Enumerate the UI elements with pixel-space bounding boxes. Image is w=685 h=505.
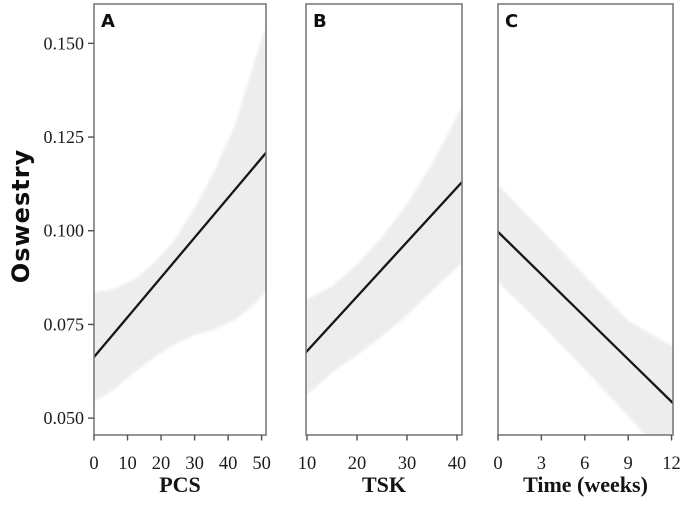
panel-plot-area <box>94 26 266 403</box>
x-tick-label: 20 <box>348 454 367 474</box>
x-tick-label: 6 <box>580 454 589 474</box>
x-axis-title: PCS <box>159 472 201 497</box>
regression-line <box>498 230 673 405</box>
x-tick-label: 10 <box>298 454 317 474</box>
confidence-band <box>94 26 266 403</box>
panel-C: 0 3 6 9 12 Time (weeks) C <box>493 3 681 497</box>
x-tick-label: 50 <box>252 454 271 474</box>
panel-B: 10 20 30 40 TSK B <box>298 3 467 497</box>
y-tick-label: 0.150 <box>44 33 85 53</box>
y-tick-label: 0.100 <box>44 221 85 241</box>
panel-letter: A <box>101 11 115 32</box>
panel-letter: B <box>313 11 327 32</box>
panel-plot-area <box>498 185 673 435</box>
panel-A: 0 10 20 30 40 50 PCS A 0.050 0.075 0.100 0.125 0.150 <box>44 3 271 497</box>
x-tick-label: 10 <box>118 454 137 474</box>
confidence-band <box>306 107 462 396</box>
panel-border <box>93 3 267 436</box>
panel-border <box>497 3 674 436</box>
x-tick-label: 40 <box>448 454 467 474</box>
x-tick-label: 3 <box>537 454 546 474</box>
y-tick-label: 0.125 <box>44 127 85 147</box>
y-axis-title: Oswestry <box>7 148 35 284</box>
y-tick-label: 0.050 <box>44 408 85 428</box>
regression-line <box>94 151 266 359</box>
panel-letter: C <box>505 11 518 32</box>
x-axis-title: Time (weeks) <box>523 472 648 497</box>
panel-border <box>305 3 463 436</box>
confidence-band <box>498 185 673 435</box>
x-tick-label: 30 <box>185 454 204 474</box>
x-tick-label: 12 <box>662 454 681 474</box>
x-tick-label: 30 <box>398 454 417 474</box>
y-tick-label: 0.075 <box>44 314 85 334</box>
x-tick-label: 0 <box>493 454 502 474</box>
x-tick-label: 20 <box>152 454 171 474</box>
regression-line <box>306 180 462 354</box>
x-tick-label: 9 <box>624 454 633 474</box>
x-tick-label: 40 <box>219 454 238 474</box>
panel-plot-area <box>306 107 462 396</box>
x-axis-title: TSK <box>362 472 406 497</box>
x-tick-label: 0 <box>89 454 98 474</box>
